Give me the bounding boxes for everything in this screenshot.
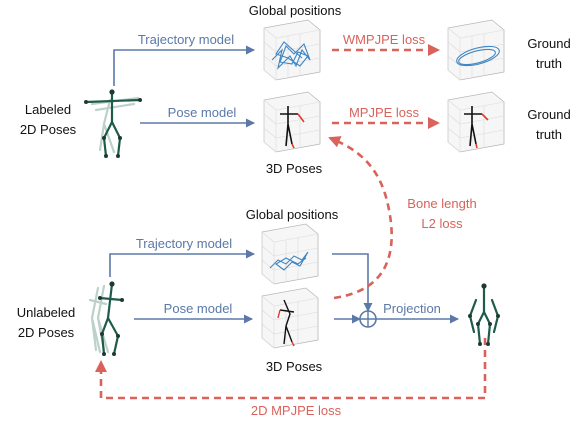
mpjpe-2d-loss-label: 2D MPJPE loss: [251, 403, 342, 418]
poses-3d-bottom-label: 3D Poses: [266, 359, 323, 374]
trajectory-model-top-arrow: [113, 45, 255, 86]
unlabeled-2d-poses-label: 2D Poses: [18, 325, 75, 340]
poses-3d-bottom-plot: [261, 287, 319, 349]
trajectory-model-top-label: Trajectory model: [138, 32, 234, 47]
ground-truth-mid-label: Ground: [527, 107, 570, 122]
projected-2d-pose-skeleton: [468, 283, 500, 346]
bone-length-loss-arrow: [328, 136, 393, 300]
wmpjpe-loss-label: WMPJPE loss: [343, 32, 426, 47]
ground-truth-trajectory-plot: [447, 19, 505, 81]
unlabeled-label: Unlabeled: [17, 305, 76, 320]
pose-model-top-label: Pose model: [168, 105, 237, 120]
global-to-projection-arrow: [332, 253, 373, 312]
ground-truth-top-label-2: truth: [536, 56, 562, 71]
projection-label: Projection: [383, 301, 441, 316]
trajectory-model-bottom-arrow: [109, 249, 255, 277]
global-positions-top-label: Global positions: [249, 3, 342, 18]
pose-model-bottom-label: Pose model: [164, 301, 233, 316]
bone-length-loss-label-2: L2 loss: [421, 216, 463, 231]
labeled-label: Labeled: [25, 102, 71, 117]
labeled-2d-poses-label: 2D Poses: [20, 122, 77, 137]
trajectory-model-bottom-label: Trajectory model: [136, 236, 232, 251]
mpjpe-loss-label: MPJPE loss: [349, 105, 420, 120]
bone-length-loss-label: Bone length: [407, 196, 476, 211]
ground-truth-pose-plot: [447, 91, 505, 153]
projection-sum-icon: [359, 310, 377, 328]
ground-truth-top-label: Ground: [527, 36, 570, 51]
poses-3d-top-plot: [263, 91, 321, 153]
global-positions-top-plot: [263, 19, 321, 81]
mpjpe-2d-loss-arrow: [95, 338, 487, 400]
global-positions-bottom-plot: [261, 223, 319, 285]
ground-truth-mid-label-2: truth: [536, 127, 562, 142]
global-positions-bottom-label: Global positions: [246, 207, 339, 222]
unlabeled-2d-pose-skeleton: [88, 281, 124, 356]
poses-3d-top-label: 3D Poses: [266, 161, 323, 176]
labeled-2d-pose-skeleton: [84, 89, 142, 158]
